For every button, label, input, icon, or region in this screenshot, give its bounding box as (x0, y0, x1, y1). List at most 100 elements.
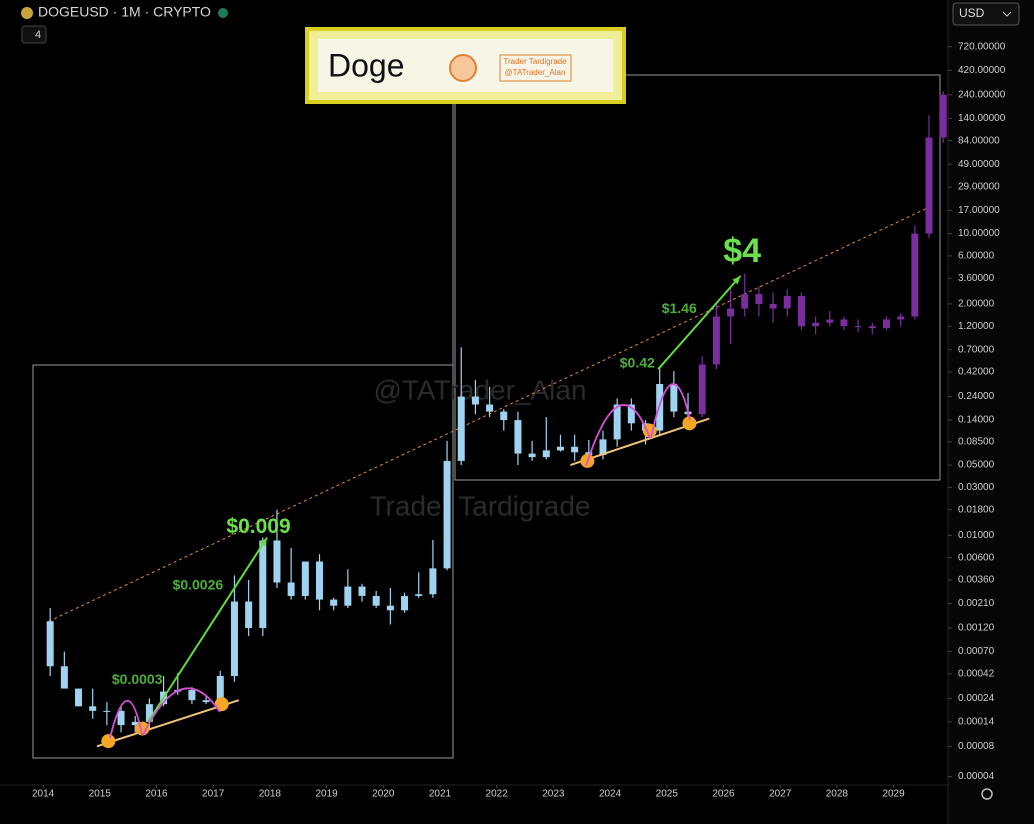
candle-body (344, 586, 352, 606)
candle-body (769, 303, 777, 309)
candle-body (925, 137, 933, 234)
y-tick-label: 0.05000 (958, 460, 995, 471)
arrow-line (657, 275, 742, 370)
candle-body (145, 704, 153, 722)
candle-body (429, 568, 437, 595)
candle-body (741, 294, 749, 309)
currency-label: USD (959, 6, 985, 20)
candle-body (273, 540, 281, 583)
support-line (96, 699, 240, 748)
candle-body (571, 446, 579, 453)
candle-body (301, 561, 309, 596)
x-tick-label: 2022 (486, 789, 509, 800)
y-tick-label: 0.00008 (958, 741, 995, 752)
candle-body (556, 446, 564, 451)
legend-line: @TATrader_Alan (505, 68, 566, 77)
candle-body (117, 710, 125, 726)
candle-body (330, 599, 338, 606)
candle-body (202, 700, 210, 703)
price-annotation: $0.0026 (173, 577, 224, 593)
x-tick-label: 2023 (542, 789, 565, 800)
candle-body (75, 688, 83, 707)
y-tick-label: 420.00000 (958, 65, 1006, 76)
watermark: Trader Tardigrade (369, 490, 590, 521)
price-axis-panel (948, 0, 1034, 824)
y-tick-label: 0.01000 (958, 530, 995, 541)
interval-count: 4 (35, 29, 41, 41)
candle-body (528, 453, 536, 458)
y-tick-label: 0.03000 (958, 482, 995, 493)
x-tick-label: 2021 (429, 789, 452, 800)
interval-badge[interactable] (21, 25, 47, 44)
candle-body (486, 404, 494, 412)
candle-body (386, 605, 394, 611)
symbol-icon (21, 7, 33, 19)
price-annotation: $4 (723, 232, 761, 270)
legend-title: Doge (328, 47, 405, 83)
arc (585, 404, 651, 467)
support-point (682, 416, 697, 431)
candle-body (826, 319, 834, 323)
arrow-head (259, 537, 268, 547)
x-tick-label: 2020 (372, 789, 395, 800)
candle-body (287, 582, 295, 596)
currency-select[interactable] (952, 2, 1020, 26)
y-tick-label: 0.14000 (958, 415, 995, 426)
y-tick-label: 0.24000 (958, 391, 995, 402)
candle-body (599, 439, 607, 455)
y-tick-label: 0.00600 (958, 552, 995, 563)
arcs (109, 383, 691, 739)
candle-body (500, 411, 508, 421)
candle-body (755, 294, 763, 304)
x-tick-label: 2025 (656, 789, 679, 800)
price-annotation: $0.0003 (112, 671, 163, 687)
candle-body (89, 706, 97, 711)
candle-body (939, 94, 947, 138)
x-tick-label: 2028 (826, 789, 849, 800)
candle-body (188, 690, 196, 701)
y-tick-label: 240.00000 (958, 89, 1006, 100)
y-tick-label: 0.00360 (958, 575, 995, 586)
candle-body (471, 396, 479, 405)
price-annotation: $1.46 (662, 300, 697, 316)
candle-body (230, 601, 238, 677)
candle-body (727, 308, 735, 317)
y-tick-label: 0.42000 (958, 367, 995, 378)
dropdown-arrow (1002, 11, 1012, 17)
arc (650, 383, 691, 439)
symbol-title: DOGEUSD · 1M · CRYPTO (38, 4, 211, 20)
x-tick-label: 2026 (712, 789, 735, 800)
candle-body (712, 316, 720, 365)
candle-body (216, 676, 224, 703)
candle-body (868, 326, 876, 329)
x-tick-label: 2024 (599, 789, 622, 800)
arrow-line (147, 537, 268, 723)
y-tick-label: 0.70000 (958, 344, 995, 355)
settings-icon[interactable] (981, 788, 993, 800)
candle-body (897, 316, 905, 320)
x-tick-label: 2018 (259, 789, 282, 800)
y-tick-label: 0.00042 (958, 669, 995, 680)
x-tick-label: 2017 (202, 789, 225, 800)
watermark: @TATrader_Alan (373, 374, 586, 405)
y-tick-label: 1.20000 (958, 321, 995, 332)
candle-body (401, 595, 409, 611)
candle-body (358, 586, 366, 596)
candle-body (315, 561, 323, 600)
status-dot[interactable] (218, 8, 228, 18)
candle-body (854, 326, 862, 328)
candle-body (259, 540, 267, 629)
y-tick-label: 140.00000 (958, 113, 1006, 124)
candle-body (840, 319, 848, 327)
logo-frame (499, 54, 572, 82)
candle-body (812, 322, 820, 327)
y-tick-label: 49.00000 (958, 159, 1000, 170)
candle-body (372, 595, 380, 606)
x-tick-label: 2027 (769, 789, 792, 800)
header: DOGEUSD · 1M · CRYPTO 4 USD (21, 2, 1020, 800)
candle-body (670, 383, 678, 412)
y-tick-label: 720.00000 (958, 41, 1006, 52)
y-tick-label: 0.00004 (958, 771, 995, 782)
y-tick-label: 0.00210 (958, 598, 995, 609)
legend-box: Doge Trader Tardigrade @TATrader_Alan (305, 27, 626, 104)
